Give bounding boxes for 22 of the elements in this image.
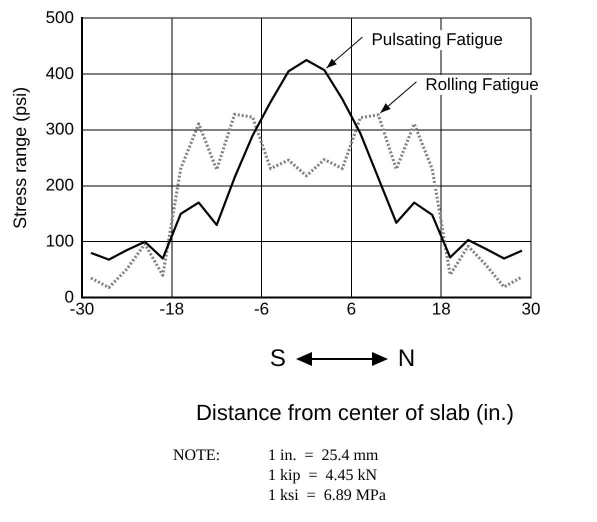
x-tick-label: -18 [159, 299, 184, 318]
x-tick-label: 6 [346, 299, 356, 318]
x-tick-label: 18 [432, 299, 451, 318]
y-tick-label: 100 [46, 231, 74, 250]
text: S [270, 345, 286, 373]
x-axis-title: Distance from center of slab (in.) [195, 400, 515, 426]
text: NOTE: [173, 446, 222, 466]
y-tick-label: 500 [46, 8, 74, 27]
text: N [398, 345, 416, 373]
y-tick-label: 200 [46, 176, 74, 195]
y-tick-label: 400 [46, 64, 74, 83]
line-series [89, 112, 524, 290]
text: 1 kip = 4.45 kN [268, 466, 378, 486]
y-tick-label: 0 [64, 287, 74, 306]
text: 1 ksi = 6.89 MPa [268, 486, 386, 506]
annotation: Pulsating Fatigue [371, 30, 503, 50]
text: 1 in. = 25.4 mm [268, 446, 380, 466]
y-axis-title: Stress range (psi) [10, 86, 30, 229]
x-tick-label: -6 [254, 299, 270, 318]
annotation: Rolling Fatigue [425, 74, 539, 94]
x-tick-label: 30 [522, 299, 540, 318]
y-tick-label: 300 [46, 120, 74, 139]
